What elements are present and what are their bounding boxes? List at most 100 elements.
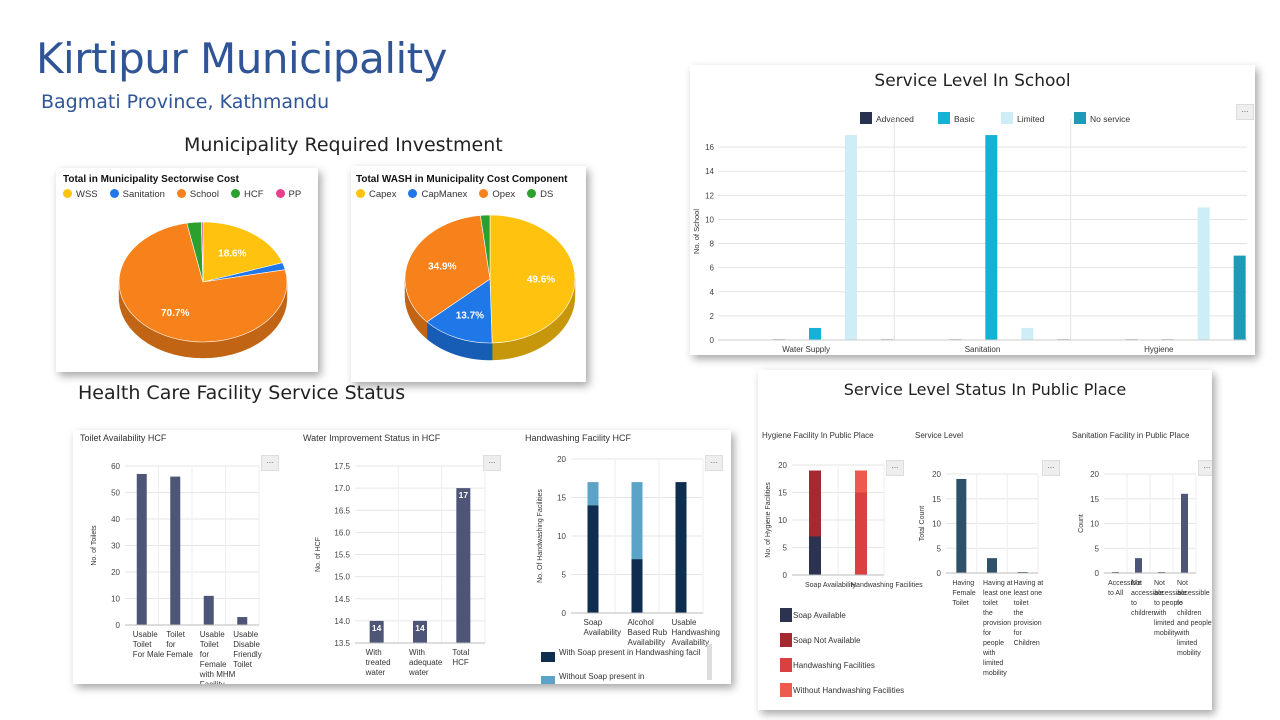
bar-segment	[809, 470, 821, 537]
x-tick-label: least one	[1014, 590, 1043, 597]
x-tick-label: adequate	[409, 658, 443, 667]
x-tick-label: limited	[1177, 640, 1197, 647]
bar	[136, 473, 147, 625]
hygiene-pp-menu-button[interactable]: ...	[886, 460, 904, 476]
x-tick-label: Accessible	[1108, 580, 1142, 587]
y-tick-label: 10	[932, 520, 941, 529]
y-tick-label: 20	[111, 568, 120, 577]
x-tick-label: Alcohol	[628, 618, 654, 627]
page-subtitle: Bagmati Province, Kathmandu	[41, 91, 330, 113]
x-tick-label: children	[1131, 610, 1156, 617]
bar	[456, 488, 471, 643]
x-tick-label: and people	[1177, 620, 1212, 627]
legend-item[interactable]: HCF	[230, 189, 264, 200]
legend-item[interactable]: Capex	[356, 189, 396, 200]
water-menu-button[interactable]: ...	[483, 455, 501, 471]
service-pp-menu-button[interactable]: ...	[1042, 460, 1060, 476]
bar-data-label: 14	[372, 623, 382, 633]
x-tick-label: with MHM	[199, 670, 236, 679]
legend-swatch	[408, 189, 418, 198]
y-tick-label: 14	[705, 167, 714, 176]
legend-item[interactable]: Sanitation	[109, 189, 165, 200]
legend-item[interactable]: School	[176, 189, 219, 200]
legend-swatch	[780, 633, 792, 647]
legend-swatch	[479, 189, 489, 198]
x-tick-label: to	[1177, 600, 1183, 607]
pie-data-label: 34.9%	[428, 261, 456, 272]
school-menu-button[interactable]: ...	[1236, 104, 1254, 120]
sector-pie-title: Total in Municipality Sectorwise Cost	[63, 174, 239, 185]
y-tick-label: 6	[710, 264, 715, 273]
legend-swatch	[860, 112, 872, 124]
x-tick-label: accessible	[1177, 590, 1210, 597]
bar-segment	[855, 492, 867, 575]
bar	[956, 478, 967, 573]
legend-item[interactable]: PP	[275, 189, 301, 200]
legend-label: With Soap present in Handwashing facil	[559, 648, 701, 657]
legend-label: Capex	[369, 189, 397, 200]
legend-label: Without Handwashing Facilities	[793, 686, 904, 695]
legend-label: CapManex	[421, 189, 468, 200]
investment-heading: Municipality Required Investment	[184, 134, 503, 156]
y-tick-label: 15	[1090, 495, 1099, 504]
legend-label: Opex	[492, 189, 516, 200]
legend-swatch	[1001, 112, 1013, 124]
y-tick-label: 5	[1095, 544, 1100, 553]
y-tick-label: 20	[557, 455, 566, 464]
toilet-menu-button[interactable]: ...	[261, 455, 279, 471]
pie-slice	[480, 214, 491, 280]
legend-label: Handwashing Facilities	[793, 661, 875, 670]
x-tick-label: Sanitation	[965, 345, 1001, 354]
x-tick-label: people	[983, 640, 1004, 647]
bar-segment	[809, 536, 821, 575]
y-tick-label: 17.0	[334, 484, 350, 493]
y-tick-label: 2	[710, 312, 715, 321]
water-chart-title: Water Improvement Status in HCF	[303, 433, 441, 443]
sector-pie-chart: 18.6% 70.7%	[118, 221, 288, 359]
bar-segment	[587, 482, 599, 506]
sanitation-pp-title: Sanitation Facility in Public Place	[1072, 431, 1190, 440]
sector-pie-card: Total in Municipality Sectorwise Cost WS…	[56, 168, 318, 372]
legend-item[interactable]: CapManex	[408, 189, 467, 200]
legend-label: Soap Available	[793, 611, 846, 620]
legend-label: DS	[540, 189, 554, 200]
legend-swatch	[541, 676, 555, 684]
y-tick-label: 10	[111, 595, 120, 604]
x-tick-label: accessible	[1131, 590, 1164, 597]
x-tick-label: treated	[366, 658, 391, 667]
bar	[809, 327, 821, 340]
x-tick-label: to	[1131, 600, 1137, 607]
x-tick-label: Not	[1154, 580, 1165, 587]
wash-pie-card: Total WASH in Municipality Cost Componen…	[351, 166, 586, 382]
y-axis-label: No. of Hygiene Facilities	[765, 482, 772, 558]
bar	[170, 476, 181, 625]
legend-item[interactable]: WSS	[63, 189, 98, 200]
legend-item[interactable]: Opex	[479, 189, 515, 200]
y-tick-label: 15.5	[334, 551, 350, 560]
legend-label: Basic	[954, 114, 976, 124]
school-chart-title: Service Level In School	[874, 71, 1071, 91]
y-axis-label: No. of Toilets	[91, 525, 98, 566]
y-tick-label: 10	[1090, 520, 1099, 529]
y-tick-label: 10	[778, 516, 787, 525]
x-tick-label: Not	[1131, 580, 1142, 587]
handwash-menu-button[interactable]: ...	[705, 455, 723, 471]
service-pp-title: Service Level	[915, 431, 964, 440]
legend-swatch	[176, 189, 186, 198]
y-tick-label: 4	[710, 288, 715, 297]
y-tick-label: 0	[1095, 569, 1100, 578]
x-tick-label: Availability	[672, 638, 710, 647]
x-tick-label: Toilet	[166, 630, 185, 639]
legend-item[interactable]: DS	[527, 189, 553, 200]
page-title: Kirtipur Municipality	[36, 34, 447, 83]
y-tick-label: 13.5	[334, 639, 350, 648]
x-tick-label: water	[365, 668, 386, 677]
sanitation-pp-menu-button[interactable]: ...	[1198, 460, 1212, 476]
legend-label: Without Soap present in	[559, 672, 644, 681]
y-tick-label: 14.0	[334, 617, 350, 626]
pie-data-label: 70.7%	[161, 308, 189, 319]
y-axis-label: No. Of Handwashing Facilities	[537, 489, 544, 583]
x-tick-label: Availability	[584, 628, 622, 637]
y-tick-label: 16.5	[334, 506, 350, 515]
pie-slice	[404, 215, 491, 323]
